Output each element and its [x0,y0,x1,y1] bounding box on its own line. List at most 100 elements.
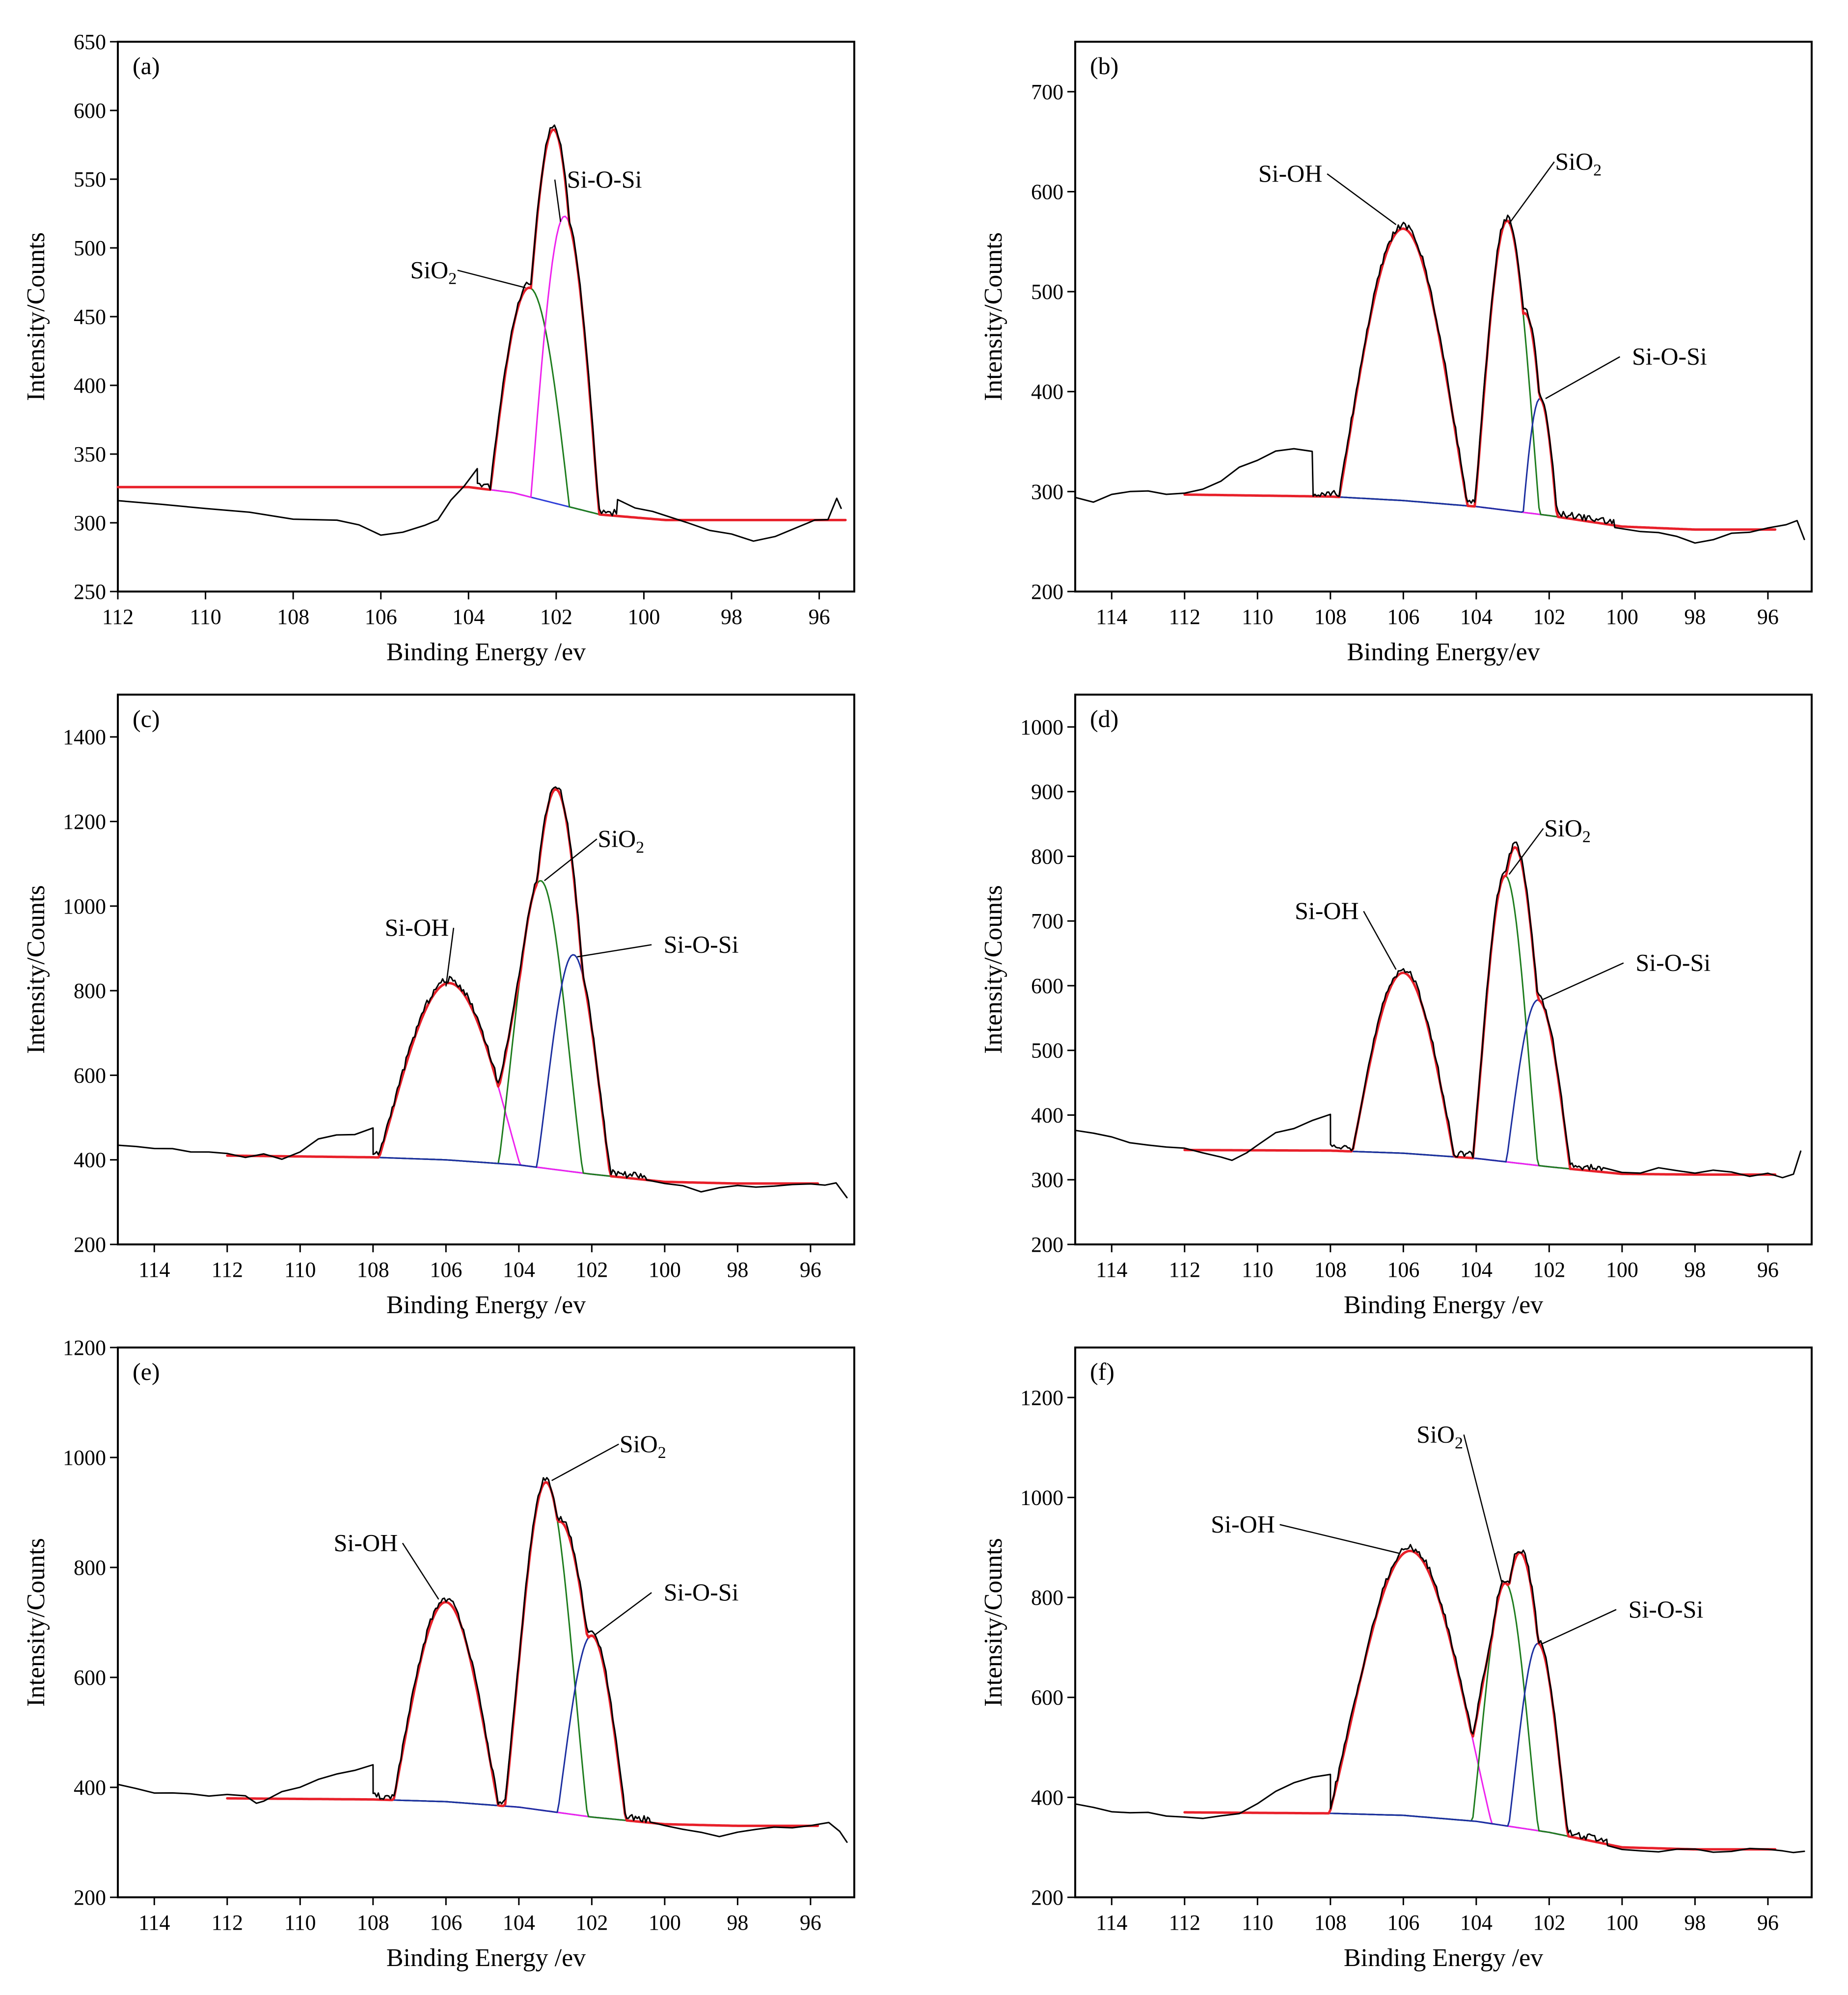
leader-line [1279,1524,1400,1554]
x-tick-label: 100 [1606,1911,1638,1935]
y-axis-label: Intensity/Counts [22,885,50,1054]
x-tick-label: 100 [1606,605,1638,629]
y-tick-label: 450 [74,305,106,329]
x-axis-label: Binding Energy /ev [1344,1944,1543,1972]
panel-d: 114 112 110 108 106 104 102 100 98 96 200 300 400 500… [979,694,1813,1319]
raw-spectrum [1074,841,1802,1179]
x-tick-label: 96 [809,605,830,629]
x-tick-label: 110 [1242,1911,1273,1935]
x-tick-label: 106 [1387,1258,1419,1282]
y-tick-label: 800 [74,979,106,1003]
x-tick-label: 102 [1533,605,1565,629]
x-tick-label: 96 [1757,1258,1779,1282]
x-tick-label: 98 [1684,1911,1706,1935]
panel-label: (d) [1090,705,1118,732]
peak-label: Si-OH [1211,1510,1275,1538]
leader-line [1541,962,1624,1001]
y-tick-label: 600 [1031,974,1063,998]
peak-label: SiO2 [1416,1420,1463,1452]
background-line [226,1155,819,1185]
x-tick-label: 102 [1533,1911,1565,1935]
raw-spectrum [1074,1544,1805,1854]
peak-label-main: SiO [620,1430,658,1457]
y-tick-label: 400 [74,374,106,398]
x-tick-label: 110 [284,1911,316,1935]
peak-si-o-si [226,1635,819,1827]
x-tick-label: 108 [357,1911,389,1935]
leader-line [445,927,455,987]
x-tick-label: 112 [1169,605,1200,629]
x-tick-label: 102 [1533,1258,1565,1282]
y-tick-label: 600 [74,1063,106,1087]
y-tick-label: 600 [74,99,106,123]
x-tick-label: 104 [452,605,485,629]
y-tick-label: 200 [1031,580,1063,604]
plot-frame [1074,694,1813,1245]
peak-label-subscript: 2 [1455,1434,1463,1452]
x-tick-label: 100 [1606,1258,1638,1282]
leader-line [1363,911,1397,970]
panel-b: 114 112 110 108 106 104 102 100 98 96 200 300 400 500… [979,41,1813,666]
peak-label: Si-OH [334,1529,398,1556]
peak-label-main: Si-O-Si [1635,949,1711,976]
x-tick-label: 98 [727,1911,748,1935]
panel-c: 114 112 110 108 106 104 102 100 98 96 200 400 600 800… [22,694,855,1319]
x-axis-label: Binding Energy /ev [1344,1291,1543,1319]
peak-label-main: Si-O-Si [567,165,642,193]
x-tick-label: 104 [1460,1258,1493,1282]
peak-label-main: Si-OH [1258,160,1323,187]
x-tick-label: 98 [1684,605,1706,629]
y-tick-label: 1000 [1020,715,1063,739]
raw-spectrum [117,786,848,1199]
envelope-fit [1183,846,1777,1176]
y-axis-label: Intensity/Counts [979,1538,1007,1707]
peak-label: Si-O-Si [1635,949,1711,976]
peak-label-subscript: 2 [1593,162,1602,180]
peak-sio2 [1184,1582,1776,1850]
x-axis-label: Binding Energy /ev [386,638,586,666]
x-tick-label: 110 [1242,1258,1273,1282]
y-tick-label: 200 [1031,1886,1063,1910]
y-tick-label: 1000 [63,1446,106,1470]
x-tick-label: 108 [1314,1258,1347,1282]
panel-label: (a) [133,52,160,80]
peak-label: SiO2 [1555,148,1602,180]
leader-line [1545,356,1621,400]
y-tick-label: 1000 [1020,1485,1063,1510]
peak-label: SiO2 [1544,814,1591,846]
leader-line [544,838,598,882]
peak-label-subscript: 2 [636,838,644,857]
y-tick-label: 400 [1031,380,1063,404]
peak-label: SiO2 [410,256,457,288]
peak-label-main: Si-O-Si [1629,1595,1704,1623]
peak-label-main: Si-OH [1211,1510,1275,1538]
raw-spectrum [1074,215,1805,544]
y-tick-label: 500 [1031,1039,1063,1063]
panel-label: (c) [133,705,160,732]
peak-label: Si-O-Si [664,1578,739,1606]
x-tick-label: 114 [1096,1258,1127,1282]
background-line [1184,1149,1776,1176]
x-tick-label: 102 [575,1911,608,1935]
peak-label-subscript: 2 [448,270,457,288]
plot-frame [117,694,855,1245]
peak-label-main: SiO [1416,1420,1455,1448]
x-tick-label: 98 [721,605,742,629]
leader-line [1327,173,1397,225]
leader-line [402,1542,439,1600]
peak-label-main: SiO [1544,814,1582,842]
peak-si-o-si [1184,398,1776,531]
y-tick-label: 800 [1031,1586,1063,1610]
x-tick-label: 96 [800,1911,821,1935]
y-tick-label: 600 [74,1666,106,1690]
y-tick-label: 1000 [63,894,106,918]
peak-si-oh [1184,228,1776,531]
leader-line [554,179,562,222]
y-tick-label: 1200 [63,809,106,834]
y-tick-label: 400 [74,1148,106,1172]
x-tick-label: 98 [727,1258,748,1282]
peak-sio2 [1184,875,1776,1176]
x-tick-label: 100 [649,1911,681,1935]
x-tick-label: 96 [1757,605,1779,629]
leader-line [1541,1609,1617,1645]
